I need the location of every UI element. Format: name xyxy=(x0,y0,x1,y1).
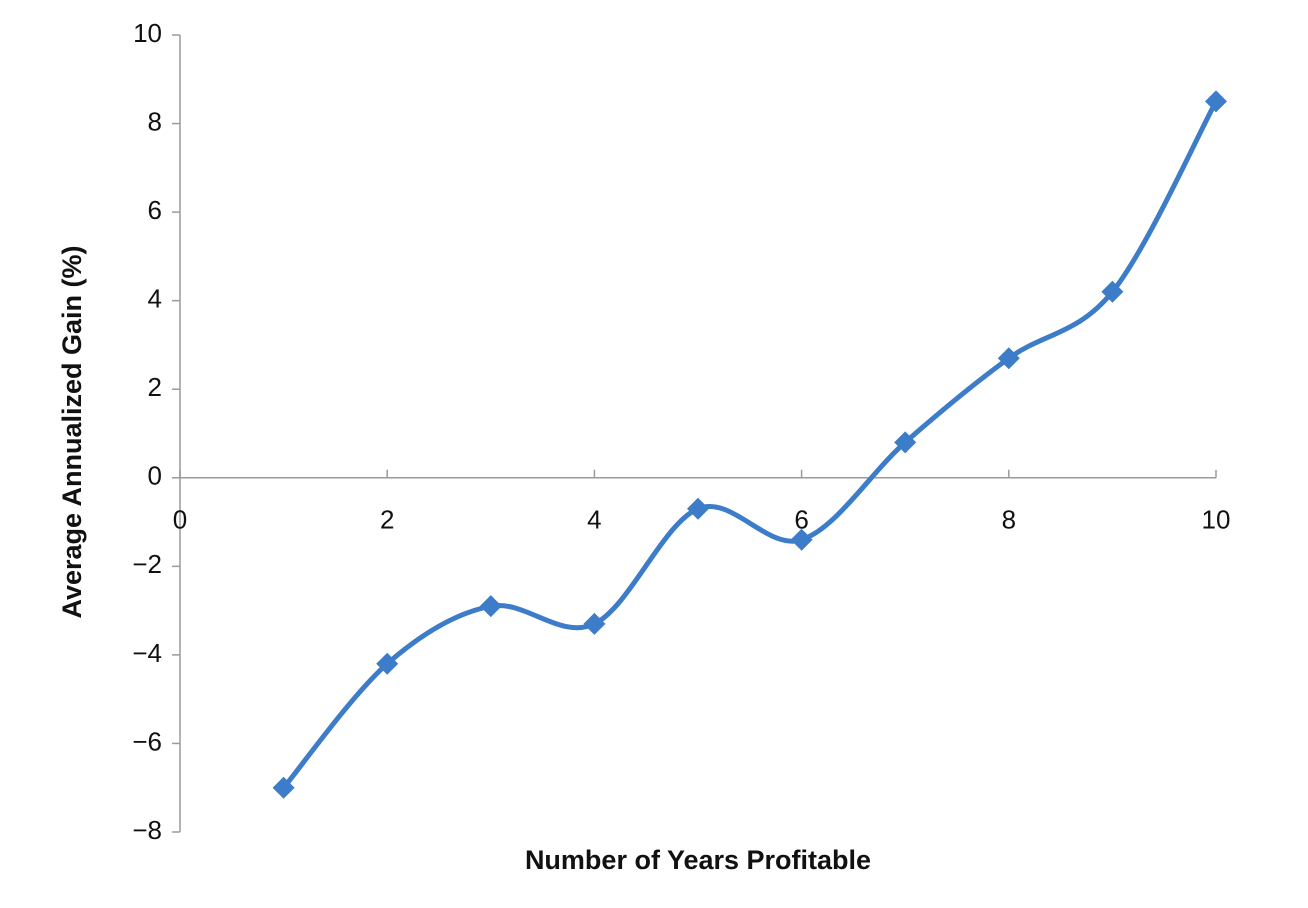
marker xyxy=(376,652,399,675)
x-tick-label: 0 xyxy=(173,505,187,535)
marker xyxy=(687,497,709,520)
x-tick-label: 4 xyxy=(587,505,601,535)
y-tick-label: 10 xyxy=(133,18,162,48)
y-tick-label: 0 xyxy=(148,461,162,491)
y-axis-title: Average Annualized Gain (%) xyxy=(57,245,87,618)
marker xyxy=(272,776,295,799)
y-tick-label: 8 xyxy=(148,106,162,136)
marker xyxy=(790,528,813,551)
x-axis-title: Number of Years Profitable xyxy=(525,845,871,875)
x-tick-label: 6 xyxy=(794,505,808,535)
y-tick-label: −8 xyxy=(132,815,162,845)
y-tick-label: −4 xyxy=(132,638,162,668)
y-tick-label: −6 xyxy=(132,726,162,756)
x-tick-label: 8 xyxy=(1002,505,1016,535)
line xyxy=(281,100,1219,790)
marker xyxy=(1205,90,1227,113)
y-tick-label: 4 xyxy=(148,284,162,314)
y-tick-label: 6 xyxy=(148,195,162,225)
x-tick-label: 2 xyxy=(380,505,394,535)
marker xyxy=(1101,280,1124,303)
y-tick-label: 2 xyxy=(148,372,162,402)
marker xyxy=(479,595,502,618)
y-tick-label: −2 xyxy=(132,549,162,579)
marker xyxy=(997,347,1020,370)
marker xyxy=(583,612,606,635)
marker xyxy=(894,431,917,454)
x-tick-label: 10 xyxy=(1202,505,1231,535)
